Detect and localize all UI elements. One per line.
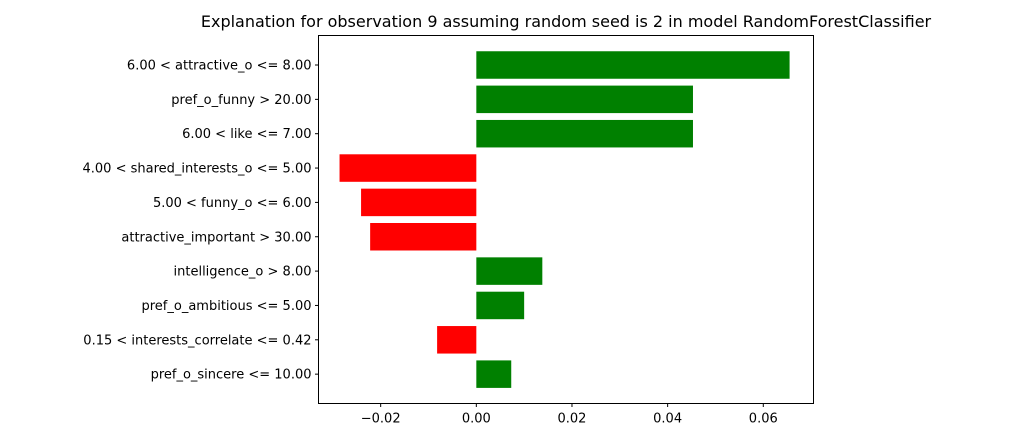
bar-4 (361, 188, 477, 217)
y-tick-label-5: attractive_important > 30.00 (121, 230, 311, 245)
x-tick-label-2: 0.02 (558, 412, 587, 427)
bar-8 (437, 326, 477, 354)
y-tick-label-0: 6.00 < attractive_o <= 8.00 (127, 59, 312, 74)
bar-9 (476, 360, 512, 388)
x-tick-label-3: 0.04 (653, 412, 682, 427)
y-axis: 6.00 < attractive_o <= 8.00 pref_o_funny … (83, 59, 319, 383)
chart-title: Explanation for observation 9 assuming r… (201, 12, 932, 31)
bar-0 (476, 51, 790, 79)
y-tick-label-8: 0.15 < interests_correlate <= 0.42 (83, 333, 311, 348)
bar-3 (339, 154, 477, 182)
x-tick-label-4: 0.06 (749, 412, 778, 427)
x-tick-label-1: 0.00 (462, 412, 491, 427)
y-tick-label-7: pref_o_ambitious <= 5.00 (141, 299, 311, 314)
bar-5 (370, 223, 477, 251)
x-axis: −0.02 0.00 0.02 0.04 0.06 (361, 403, 778, 427)
bar-6 (476, 257, 543, 285)
x-tick-label-0: −0.02 (361, 412, 401, 427)
y-tick-label-6: intelligence_o > 8.00 (174, 265, 312, 280)
y-tick-label-3: 4.00 < shared_interests_o <= 5.00 (83, 162, 312, 177)
axes-frame (318, 35, 814, 404)
bar-7 (476, 291, 525, 320)
y-tick-label-2: 6.00 < like <= 7.00 (182, 127, 311, 142)
bar-2 (476, 119, 693, 148)
y-tick-label-1: pref_o_funny > 20.00 (171, 93, 311, 108)
bar-1 (476, 85, 693, 114)
y-tick-label-4: 5.00 < funny_o <= 6.00 (153, 196, 312, 211)
y-tick-label-9: pref_o_sincere <= 10.00 (151, 368, 312, 383)
bars-group (339, 51, 790, 388)
